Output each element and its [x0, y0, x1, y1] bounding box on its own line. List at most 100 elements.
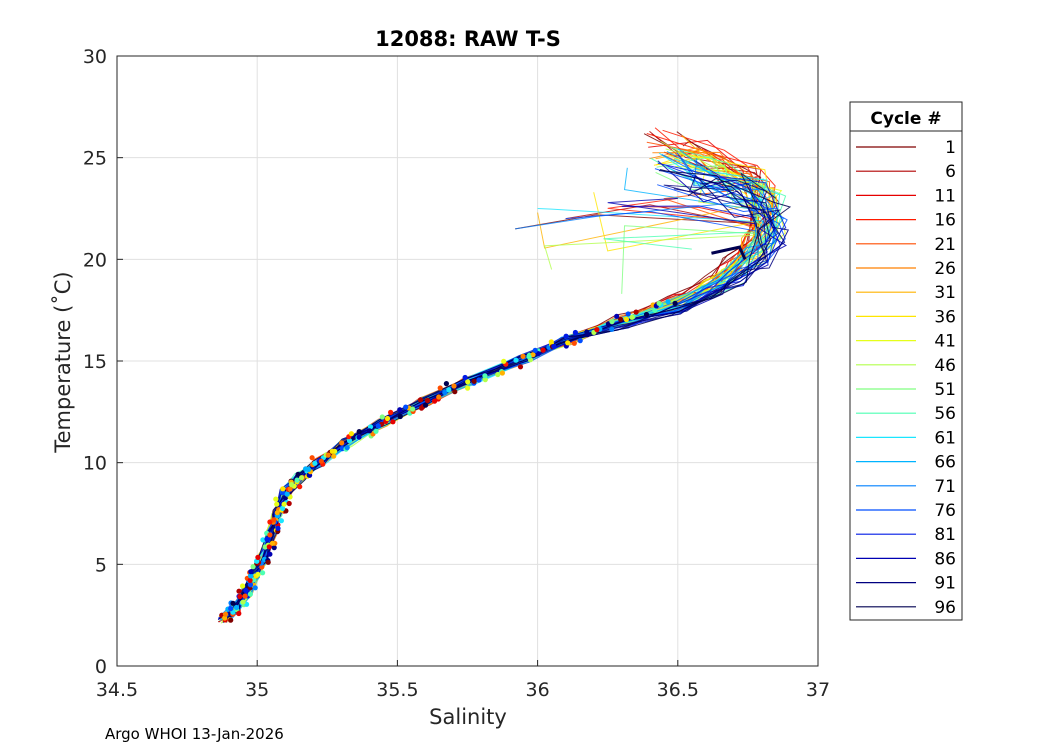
profile-point — [572, 329, 579, 336]
profile-point — [312, 460, 318, 466]
profile-point — [237, 593, 243, 600]
profile-point — [230, 600, 236, 606]
profile-point — [242, 593, 248, 599]
legend-label: 91 — [934, 574, 956, 594]
profile-point — [247, 577, 253, 584]
profile-point — [614, 313, 620, 319]
profile-point — [344, 445, 350, 451]
profile-point — [240, 583, 246, 589]
profile-point — [247, 591, 253, 597]
legend-label: 86 — [934, 549, 956, 569]
profile-point — [618, 316, 624, 322]
profile-point — [278, 518, 284, 524]
profile-point — [346, 438, 353, 444]
surface-excursion-line — [565, 210, 757, 232]
profile-point — [482, 377, 488, 383]
profile-point — [436, 394, 442, 400]
profile-point — [287, 486, 293, 492]
profile-point — [275, 525, 281, 532]
profile-point — [367, 424, 374, 430]
profile-point — [672, 300, 678, 306]
x-tick-label: 36 — [526, 679, 550, 701]
legend-label: 1 — [945, 138, 956, 158]
data-profiles — [217, 127, 792, 624]
profile-point — [633, 309, 639, 315]
surface-excursion-line — [621, 225, 757, 294]
x-tick-label: 35.5 — [376, 679, 418, 701]
surface-excursion-line — [663, 184, 757, 210]
profile-point — [451, 383, 457, 389]
profile-point — [274, 510, 280, 516]
profile-point — [265, 559, 271, 565]
profile-point — [286, 500, 292, 507]
profile-point — [482, 373, 488, 379]
y-tick-label: 15 — [83, 351, 107, 373]
profile-point — [266, 544, 272, 550]
legend: Cycle # 16111621263136414651566166717681… — [849, 101, 963, 621]
profile-point — [267, 551, 273, 557]
profile-point — [373, 428, 379, 434]
profile-point — [329, 448, 335, 454]
profile-point — [281, 501, 287, 507]
profile-point — [476, 377, 482, 383]
surface-excursion-line — [623, 167, 757, 211]
profile-point — [623, 316, 630, 323]
profile-point — [356, 429, 362, 435]
profile-point — [465, 379, 471, 385]
profile-point — [609, 326, 615, 332]
profile-point — [280, 490, 286, 496]
profile-point — [288, 482, 295, 488]
y-tick-label: 5 — [95, 554, 107, 576]
profile-point — [540, 347, 546, 353]
profile-point — [423, 402, 429, 408]
y-axis-ticks: 0 5 10 15 20 25 30 — [83, 46, 123, 678]
profile-point — [609, 319, 615, 325]
legend-label: 61 — [934, 428, 956, 448]
profile-point — [563, 333, 569, 339]
profile-point — [236, 588, 242, 594]
profile-point — [280, 505, 286, 511]
profile-point — [248, 569, 254, 575]
profile-point — [388, 409, 394, 415]
profile-point — [501, 358, 507, 364]
profile-point — [247, 582, 254, 588]
profile-point — [243, 587, 249, 594]
profile-point — [248, 573, 254, 579]
legend-label: 81 — [934, 525, 956, 545]
profile-point — [375, 423, 381, 429]
legend-label: 66 — [934, 453, 956, 473]
footer-credit: Argo WHOI 13-Jan-2026 — [105, 725, 284, 743]
profile-point — [274, 501, 280, 507]
profile-point — [390, 419, 396, 425]
profile-point — [255, 554, 261, 561]
profile-point — [284, 491, 290, 497]
profile-point — [594, 327, 600, 333]
profile-point — [443, 381, 449, 387]
profile-point — [513, 357, 519, 363]
profile-point — [665, 299, 671, 305]
surface-excursion-line — [543, 234, 757, 270]
profile-point — [452, 389, 458, 395]
chart-title: 12088: RAW T-S — [375, 27, 561, 51]
profile-point — [499, 370, 505, 376]
profile-point — [424, 397, 431, 404]
profile-point — [410, 406, 416, 412]
x-axis-label: Salinity — [429, 705, 507, 729]
profile-point — [548, 339, 554, 345]
profile-point — [269, 540, 275, 546]
profile-point — [462, 374, 468, 381]
profile-point — [397, 407, 403, 413]
legend-title: Cycle # — [870, 109, 941, 129]
profile-point — [417, 397, 424, 403]
profile-point — [629, 314, 635, 320]
profile-point — [517, 364, 524, 370]
profile-point — [252, 585, 258, 591]
profile-point — [280, 486, 286, 492]
profile-point — [442, 389, 448, 396]
x-tick-label: 36.5 — [657, 679, 699, 701]
legend-label: 6 — [945, 162, 956, 182]
profile-point — [305, 466, 312, 472]
y-tick-label: 0 — [95, 656, 107, 678]
profile-point — [222, 611, 229, 617]
